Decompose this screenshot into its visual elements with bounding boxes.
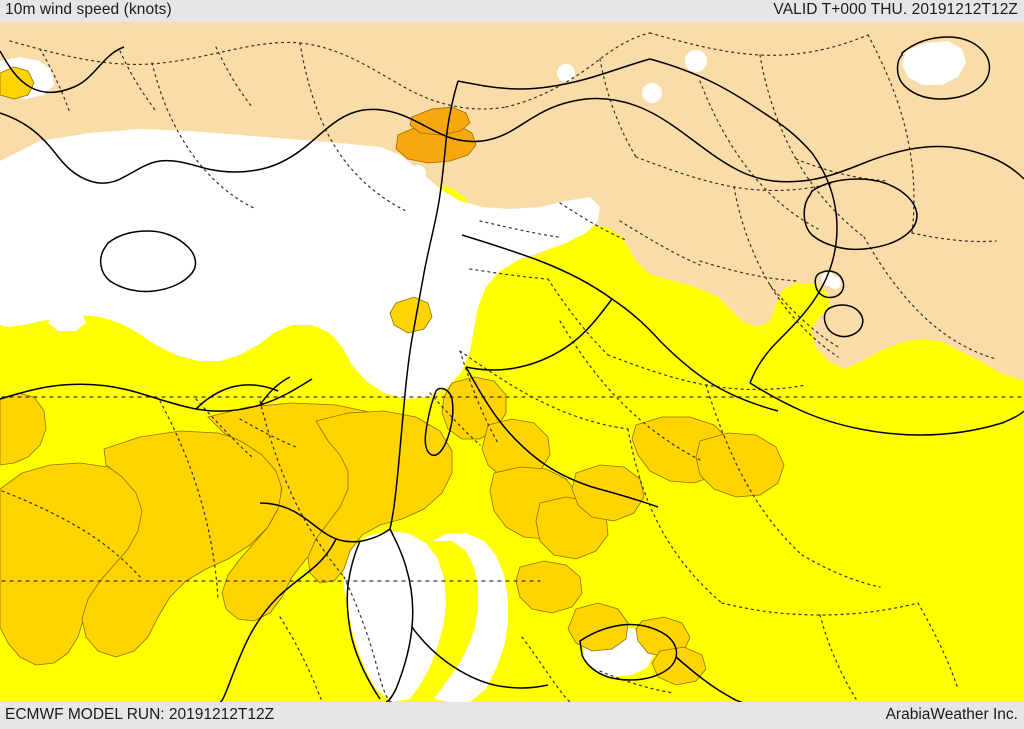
- admin-border-iran-e: [863, 236, 997, 360]
- admin-border-turkey-c: [151, 62, 257, 210]
- admin-border-saudi-g: [721, 602, 919, 616]
- feature-dead-sea: [424, 387, 454, 457]
- page-title: 10m wind speed (knots): [5, 1, 172, 18]
- gold-patch-saudi-s-a: [515, 560, 583, 614]
- admin-border-saudi-b: [705, 384, 803, 556]
- gold-patch-aegean: [0, 66, 35, 100]
- admin-border-syria-c: [469, 268, 549, 280]
- admin-border-egypt-f: [239, 418, 297, 448]
- border-turkey-syria: [457, 58, 651, 90]
- admin-border-iraq-d: [699, 260, 799, 282]
- gold-patch-saudi-far-e: [695, 432, 785, 498]
- white-spot-b: [685, 50, 707, 72]
- white-spot-h: [293, 246, 307, 260]
- admin-border-syria-b: [479, 220, 559, 238]
- windband-orange-group: [395, 106, 477, 164]
- gold-patch-saudi-s-d: [651, 646, 707, 686]
- coast-sinai-north: [259, 502, 391, 543]
- coast-egypt-red-sea: [219, 538, 337, 702]
- orange-core-se-turkey-upper: [409, 106, 471, 136]
- coast-levant: [389, 80, 459, 530]
- white-region-red-sea-east: [432, 533, 508, 702]
- white-region-aegean-isle: [110, 161, 156, 191]
- coast-arabia-red-sea: [411, 626, 549, 689]
- coast-egypt-med: [0, 378, 313, 412]
- footer-bar: ECMWF MODEL RUN: 20191212T12Z ArabiaWeat…: [0, 702, 1024, 729]
- border-syria-jordan: [465, 298, 613, 371]
- white-spot-c: [557, 64, 575, 82]
- admin-border-syria-d: [547, 278, 609, 356]
- border-iraq-iran: [749, 152, 838, 384]
- coast-nile-delta: [195, 384, 279, 410]
- admin-border-group: [1, 32, 1024, 702]
- white-spot-e: [829, 277, 841, 289]
- admin-border-turkey-w2: [215, 46, 253, 108]
- border-jordan-saudi-b: [591, 486, 659, 508]
- admin-border-saudi-i: [917, 602, 959, 690]
- white-region-caspian: [902, 41, 966, 85]
- admin-border-egypt-d: [343, 576, 393, 702]
- admin-border-turkey-b: [299, 42, 507, 110]
- coastline-group: [0, 36, 1024, 702]
- coast-nile-delta-b: [259, 376, 291, 406]
- admin-border-iran-c: [867, 34, 915, 234]
- admin-border-saudi-f: [627, 428, 723, 604]
- coast-cyprus-east: [803, 178, 918, 251]
- coast-turkey-south: [0, 97, 695, 184]
- admin-border-turkey-a: [9, 40, 301, 66]
- admin-border-egypt-g: [279, 616, 323, 702]
- border-syria-iraq: [461, 234, 661, 342]
- white-region-mediterranean: [0, 129, 600, 399]
- white-spot-i: [316, 275, 328, 287]
- attribution-label: ArabiaWeather Inc.: [885, 706, 1018, 723]
- white-region-med-isle-a: [216, 259, 256, 285]
- valid-time-label: VALID T+000 THU. 20191212T12Z: [773, 1, 1018, 18]
- admin-border-egypt-a: [159, 400, 219, 600]
- admin-border-turkey-e: [505, 32, 651, 108]
- white-spot-f: [410, 165, 426, 181]
- admin-border-iran-d: [911, 232, 997, 243]
- gold-patch-sinai: [307, 410, 453, 584]
- admin-border-iran-f: [795, 158, 889, 182]
- coast-caspian: [896, 36, 991, 100]
- admin-border-saudi-se: [599, 670, 675, 694]
- border-iran-gulf: [749, 382, 1024, 436]
- wheat-region-anatolia-mesopotamia: [0, 21, 1024, 381]
- coast-gulf-island-a: [814, 270, 845, 299]
- white-region-med-isle-b: [48, 309, 86, 331]
- admin-border-jordan-a: [459, 350, 499, 444]
- admin-border-egypt-b: [1, 490, 143, 580]
- coast-turkey-east: [693, 140, 1024, 183]
- gold-patch-saudi-s-b: [567, 602, 629, 652]
- admin-border-saudi-d: [559, 320, 703, 462]
- windband-gold-group: [0, 66, 785, 686]
- admin-border-jordan-b: [429, 392, 481, 446]
- forecast-map-canvas[interactable]: [0, 21, 1024, 702]
- border-jordan-saudi: [465, 366, 593, 488]
- coast-gulf-island-b: [823, 304, 864, 338]
- admin-border-turkey-w: [119, 50, 157, 112]
- header-bar: 10m wind speed (knots) VALID T+000 THU. …: [0, 0, 1024, 22]
- admin-border-iraq-c: [733, 186, 839, 358]
- coast-gulf-south: [675, 656, 743, 702]
- admin-border-syria-a: [559, 202, 629, 242]
- wind-speed-contour-map: [0, 21, 1024, 702]
- admin-border-turkey-d: [299, 42, 407, 212]
- admin-border-saudi-c: [801, 554, 881, 588]
- gold-patch-saudi-ne: [571, 464, 645, 522]
- border-turkey-iraq: [649, 58, 813, 154]
- admin-border-greece: [39, 48, 71, 114]
- model-run-label: ECMWF MODEL RUN: 20191212T12Z: [5, 706, 275, 723]
- coast-cyprus-west: [99, 230, 197, 293]
- border-iraq-saudi: [659, 340, 779, 412]
- coast-aegean-nw: [0, 46, 125, 93]
- coast-sinai-west: [346, 540, 381, 700]
- white-region-red-sea-north: [344, 531, 446, 702]
- white-spot-a: [642, 83, 662, 103]
- gold-patch-libya-edge: [0, 392, 47, 466]
